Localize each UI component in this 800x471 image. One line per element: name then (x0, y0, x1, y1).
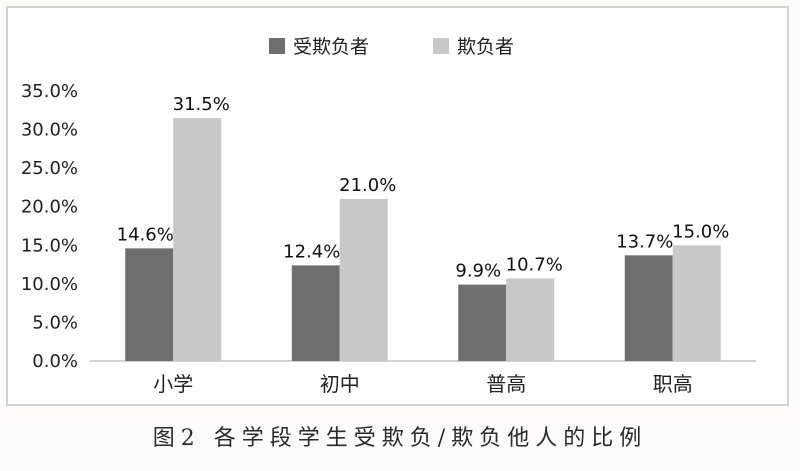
data-label: 14.6% (117, 224, 174, 245)
y-tick-label: 35.0% (21, 81, 78, 102)
bar-victim (125, 248, 174, 361)
legend-label: 受欺负者 (293, 36, 369, 58)
y-tick-label: 0.0% (32, 351, 78, 372)
x-category-label: 小学 (153, 372, 193, 396)
data-label: 21.0% (339, 175, 396, 196)
y-tick-label: 15.0% (21, 235, 78, 256)
data-label: 31.5% (173, 94, 230, 115)
x-category-label: 普高 (486, 372, 526, 396)
legend-swatch (269, 38, 285, 54)
y-tick-label: 5.0% (32, 312, 78, 333)
legend-label: 欺负者 (457, 36, 514, 58)
bar-bully (506, 278, 555, 361)
bar-bully (339, 199, 388, 361)
x-category-label: 职高 (653, 372, 693, 396)
data-label: 10.7% (506, 254, 563, 275)
bar-victim (291, 265, 340, 361)
y-tick-label: 20.0% (21, 197, 78, 218)
data-label: 9.9% (455, 261, 501, 282)
bar-bully (173, 118, 222, 361)
bar-victim (624, 255, 673, 361)
bar-victim (458, 284, 507, 361)
y-tick-label: 30.0% (21, 120, 78, 141)
y-tick-label: 25.0% (21, 158, 78, 179)
figure-caption: 图2 各学段学生受欺负/欺负他人的比例 (152, 426, 648, 451)
bar-chart: 0.0% 5.0% 10.0% 15.0% 20.0% 25.0% 30.0% 35.0% 14… (21, 36, 756, 396)
data-label: 15.0% (672, 221, 729, 242)
legend-swatch (433, 38, 449, 54)
data-label: 12.4% (283, 241, 340, 262)
bar-bully (672, 245, 721, 361)
data-label: 13.7% (616, 231, 673, 252)
chart-frame: 0.0% 5.0% 10.0% 15.0% 20.0% 25.0% 30.0% 35.0% 14… (6, 6, 789, 406)
y-tick-label: 10.0% (21, 274, 78, 295)
x-category-label: 初中 (320, 372, 360, 396)
